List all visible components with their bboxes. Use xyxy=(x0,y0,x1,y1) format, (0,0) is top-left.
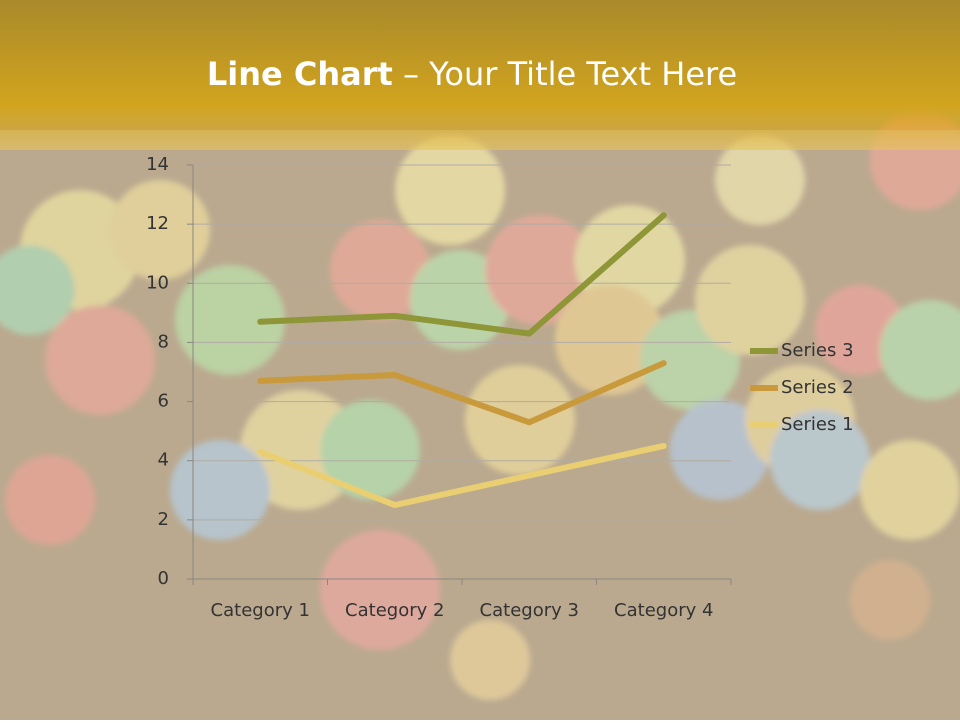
y-tick-label: 4 xyxy=(158,450,169,471)
y-tick-label: 2 xyxy=(158,509,169,530)
overlay xyxy=(0,130,960,720)
legend-label: Series 1 xyxy=(781,414,854,435)
y-tick-label: 8 xyxy=(158,331,169,352)
y-tick-label: 12 xyxy=(146,213,169,234)
series-line xyxy=(257,212,667,337)
x-tick-label: Category 1 xyxy=(211,600,310,621)
y-tick-label: 10 xyxy=(146,272,169,293)
title-rest: – Your Title Text Here xyxy=(403,55,737,93)
y-tick-label: 6 xyxy=(158,391,169,412)
chart: 0 2 4 6 8 10 12 14 Category 1 Category 2 Category … xyxy=(146,154,853,621)
x-tick-label: Category 3 xyxy=(480,600,579,621)
series-line xyxy=(257,442,667,509)
legend-label: Series 3 xyxy=(781,340,854,361)
slide-title: Line Chart – Your Title Text Here xyxy=(207,55,737,93)
legend-label: Series 2 xyxy=(781,377,854,398)
y-tick-label: 0 xyxy=(158,568,169,589)
title-bold: Line Chart xyxy=(207,55,393,93)
x-tick-label: Category 4 xyxy=(614,600,713,621)
y-tick-label: 14 xyxy=(146,154,169,175)
series-line xyxy=(257,360,667,426)
title-band xyxy=(0,0,960,150)
x-tick-label: Category 2 xyxy=(345,600,444,621)
